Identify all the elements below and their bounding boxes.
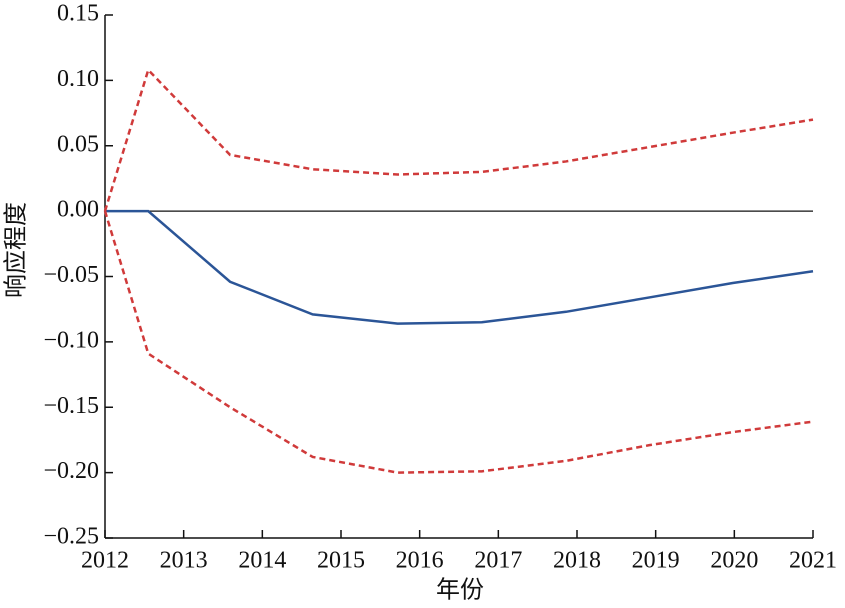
y-tick-label: −0.15	[43, 393, 99, 419]
x-tick-label: 2012	[81, 548, 129, 574]
series-line	[103, 67, 814, 212]
x-tick-label: 2016	[396, 548, 444, 574]
x-axis-label: 年份	[436, 577, 484, 604]
x-tick-label: 2015	[317, 548, 365, 574]
y-tick-label: 0.10	[57, 66, 99, 92]
y-tick-label: −0.25	[43, 524, 99, 550]
x-tick-label: 2013	[160, 548, 208, 574]
x-tick-label: 2017	[474, 548, 522, 574]
y-tick-label: −0.20	[43, 458, 99, 484]
y-tick-label: 0.05	[57, 131, 99, 157]
x-tick-label: 2021	[789, 548, 837, 574]
y-axis-label: 响应程度	[3, 202, 30, 298]
series-line	[105, 209, 814, 325]
y-tick-label: −0.10	[43, 327, 99, 353]
y-tick-label: −0.05	[43, 262, 99, 288]
x-tick-label: 2014	[238, 548, 286, 574]
x-tick-label: 2019	[632, 548, 680, 574]
x-tick-label: 2020	[710, 548, 758, 574]
y-tick-label: 0.00	[57, 197, 99, 223]
x-tick-label: 2018	[553, 548, 601, 574]
series-line	[103, 210, 814, 474]
y-tick-label: 0.15	[57, 1, 99, 27]
